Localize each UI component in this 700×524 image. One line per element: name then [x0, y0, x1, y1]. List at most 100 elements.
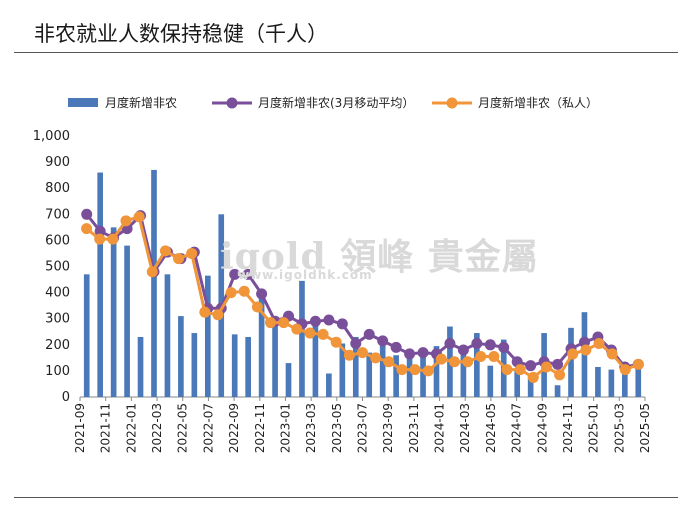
bar	[527, 373, 534, 397]
bar	[231, 334, 238, 397]
private-series-point	[225, 287, 237, 299]
avg-series-point	[81, 208, 93, 220]
bar	[366, 352, 373, 397]
bar	[151, 169, 157, 397]
avg-series-point	[552, 358, 564, 370]
private-series-point	[330, 336, 342, 348]
private-series-point	[173, 253, 185, 265]
x-tick-label: 2022-01	[124, 403, 138, 453]
y-tick-label: 800	[45, 181, 70, 196]
private-series-point	[475, 351, 487, 363]
private-series-point	[120, 215, 132, 227]
bar	[326, 373, 332, 397]
x-tick-label: 2022-07	[201, 403, 215, 453]
legend-marker-avg	[226, 97, 238, 109]
private-series-point	[304, 327, 316, 339]
private-series-point	[462, 356, 474, 368]
x-tick-label: 2024-09	[535, 403, 549, 453]
x-tick-label: 2021-11	[99, 403, 113, 453]
avg-series-point	[336, 318, 348, 330]
line-series	[81, 208, 644, 383]
x-tick-label: 2022-09	[227, 403, 241, 453]
avg-series-point	[444, 337, 456, 349]
private-series-point	[81, 223, 93, 235]
y-tick-label: 0	[62, 390, 70, 405]
x-tick-label: 2023-01	[278, 403, 292, 453]
private-series-point	[107, 233, 119, 245]
bar	[204, 275, 211, 397]
avg-series-point	[457, 344, 469, 356]
bar	[124, 245, 130, 397]
bar	[164, 274, 171, 397]
private-series-point	[619, 364, 631, 376]
bar	[178, 316, 184, 397]
chart-axes: 0 100 200 300 400 500 600 700 800 900 1,000 2021-09…	[33, 129, 652, 453]
x-tick-label: 2024-11	[561, 403, 575, 453]
private-series-point	[409, 364, 421, 376]
private-series-point	[448, 356, 460, 368]
avg-series-point	[256, 288, 268, 300]
x-tick-label: 2024-01	[433, 403, 447, 453]
x-tick-label: 2024-07	[510, 403, 524, 453]
bar	[460, 353, 467, 397]
private-series-point	[317, 328, 329, 340]
private-series-point	[488, 351, 500, 363]
x-tick-label: 2022-03	[150, 403, 164, 453]
legend-swatch-bar	[68, 98, 98, 107]
avg-series-point	[363, 328, 375, 340]
private-series-point	[396, 364, 408, 376]
bar	[420, 353, 426, 397]
bar	[554, 385, 561, 397]
private-series-point	[422, 365, 434, 377]
bar	[635, 365, 642, 397]
private-series-point	[370, 352, 382, 364]
private-series-point	[343, 349, 355, 361]
y-tick-label: 400	[45, 286, 70, 301]
private-series-point	[238, 285, 250, 297]
private-series-point	[632, 358, 644, 370]
avg-series-point	[350, 337, 362, 349]
legend-label-avg: 月度新增非农(3月移动平均）	[258, 95, 414, 110]
y-tick-label: 300	[45, 312, 70, 327]
avg-series-point	[498, 341, 510, 353]
x-tick-label: 2021-09	[73, 403, 87, 453]
avg-series-point	[377, 335, 389, 347]
bar	[97, 172, 104, 397]
bar	[433, 346, 440, 397]
private-series-point	[278, 317, 290, 329]
avg-series-point	[484, 339, 496, 351]
bar	[608, 369, 615, 397]
private-series-point	[580, 344, 592, 356]
avg-series-point	[323, 314, 335, 326]
y-tick-label: 600	[45, 233, 70, 248]
bar	[258, 292, 265, 397]
y-tick-label: 900	[45, 155, 70, 170]
private-series-point	[435, 353, 447, 365]
x-tick-label: 2025-05	[638, 403, 652, 453]
private-series-point	[133, 211, 145, 223]
x-tick-label: 2022-11	[253, 403, 267, 453]
private-series-point	[212, 309, 224, 321]
y-tick-label: 100	[45, 364, 70, 379]
bar	[621, 369, 628, 397]
bar	[393, 355, 399, 397]
bar	[137, 336, 144, 397]
bar	[568, 327, 574, 397]
private-series-point	[593, 337, 605, 349]
x-tick-label: 2023-05	[330, 403, 344, 453]
private-series-point	[514, 364, 526, 376]
bar	[312, 321, 319, 397]
avg-series-point	[417, 347, 429, 359]
legend-label-private: 月度新增非农（私人）	[478, 95, 598, 110]
private-series-point	[94, 233, 106, 245]
x-tick-label: 2023-11	[407, 403, 421, 453]
bar	[272, 322, 278, 397]
private-series-point	[291, 323, 303, 335]
avg-series-point	[309, 315, 321, 327]
bar	[406, 357, 413, 397]
avg-series-point	[525, 360, 537, 372]
bar	[514, 370, 521, 397]
x-tick-label: 2025-03	[612, 403, 626, 453]
y-tick-label: 700	[45, 207, 70, 222]
